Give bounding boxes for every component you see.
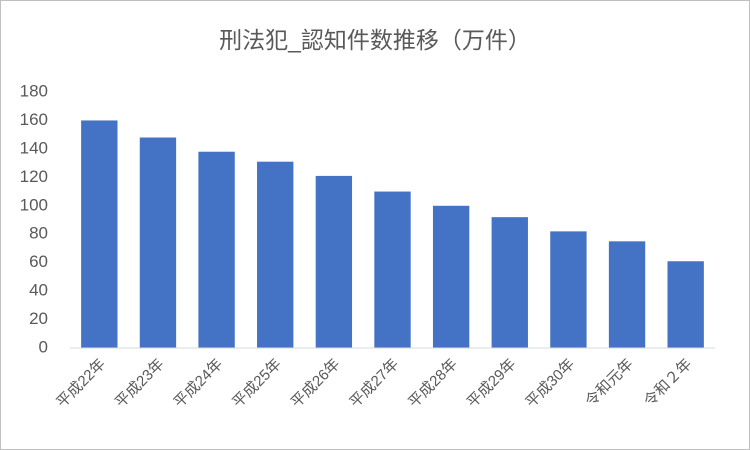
bar xyxy=(257,161,294,348)
y-tick-label: 80 xyxy=(29,224,48,243)
y-tick-label: 100 xyxy=(20,195,48,214)
bar xyxy=(667,261,704,348)
bar xyxy=(608,241,646,348)
bar xyxy=(374,191,411,348)
y-tick-label: 0 xyxy=(39,337,48,356)
bar xyxy=(198,151,235,348)
y-tick-label: 180 xyxy=(20,81,48,100)
y-tick-label: 160 xyxy=(20,110,48,129)
bar xyxy=(315,175,353,348)
bar xyxy=(139,137,177,348)
bar xyxy=(81,120,118,348)
bar xyxy=(491,217,528,348)
y-tick-label: 60 xyxy=(29,252,48,271)
y-tick-label: 40 xyxy=(29,281,48,300)
bar xyxy=(432,205,470,348)
chart-title: 刑法犯_認知件数推移（万件） xyxy=(219,27,531,53)
y-tick-label: 120 xyxy=(20,167,48,186)
bar xyxy=(550,231,587,348)
y-tick-label: 140 xyxy=(20,138,48,157)
y-tick-label: 20 xyxy=(29,309,48,328)
